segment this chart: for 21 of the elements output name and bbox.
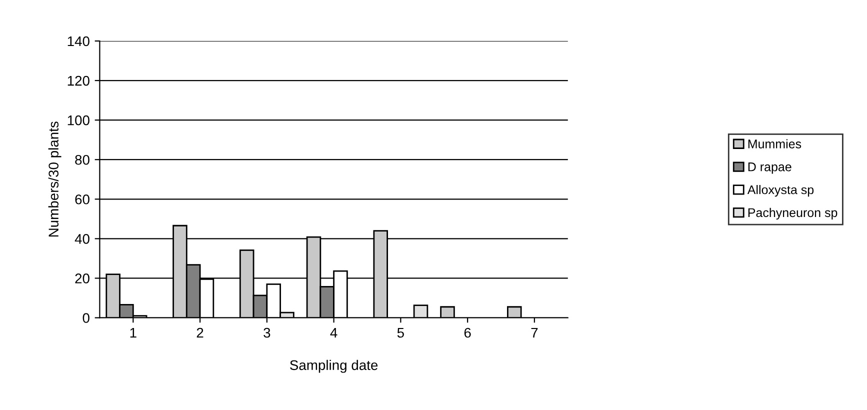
x-tick-label: 7 bbox=[531, 328, 538, 338]
x-tick-label: 1 bbox=[130, 328, 136, 338]
legend-label: D rapae bbox=[748, 162, 792, 174]
legend-label: Alloxysta sp bbox=[747, 185, 814, 197]
x-axis-title: Sampling date bbox=[290, 360, 378, 373]
y-tick-label: 60 bbox=[75, 194, 90, 204]
legend-label: Mummies bbox=[748, 139, 802, 148]
y-tick-label: 100 bbox=[68, 115, 90, 126]
x-tick-label: 5 bbox=[397, 328, 404, 338]
y-tick-label: 0 bbox=[82, 313, 90, 323]
y-tick-label: 80 bbox=[75, 154, 90, 165]
x-tick-label: 2 bbox=[196, 328, 204, 338]
y-tick-label: 20 bbox=[75, 274, 90, 284]
y-axis-title: Numbers/30 plants bbox=[48, 122, 62, 237]
y-tick-label: 140 bbox=[68, 36, 90, 46]
y-tick-label: 40 bbox=[74, 234, 90, 244]
x-tick-label: 6 bbox=[464, 328, 471, 338]
x-tick-label: 4 bbox=[330, 328, 338, 338]
y-tick-label: 120 bbox=[68, 76, 90, 86]
legend-label: Pachyneuron sp bbox=[748, 208, 838, 220]
x-tick-label: 3 bbox=[264, 328, 270, 338]
